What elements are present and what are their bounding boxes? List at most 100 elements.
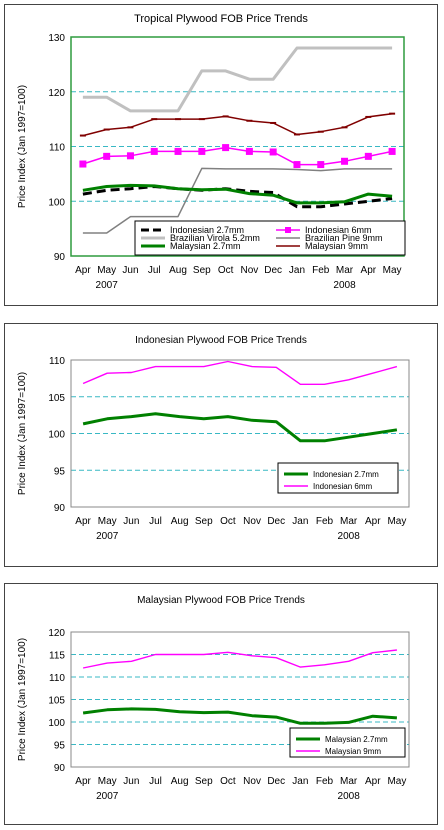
data-point <box>388 147 396 155</box>
tropical-plywood-chart: Tropical Plywood FOB Price Trends 90 100 11… <box>17 13 406 291</box>
year-label: 2007 <box>96 791 119 802</box>
data-point <box>150 147 158 155</box>
x-tick-label: Sep <box>195 776 213 787</box>
x-tick-label: Sep <box>195 516 213 527</box>
y-tick-label: 105 <box>48 696 65 707</box>
x-tick-label: Jan <box>289 265 305 276</box>
year-label: 2008 <box>333 280 356 291</box>
y-tick-label: 100 <box>48 718 65 729</box>
malaysian-plywood-chart-panel: Malaysian Plywood FOB Price Trends 90 95 10… <box>4 583 438 825</box>
x-tick-label: Dec <box>264 265 282 276</box>
data-point <box>269 148 277 156</box>
x-tick-label: May <box>97 265 116 276</box>
y-tick-label: 120 <box>48 628 65 639</box>
y-axis-label: Price Index (Jan 1997=100) <box>17 85 28 208</box>
y-tick-label: 110 <box>49 356 65 367</box>
series-line <box>82 412 398 443</box>
x-tick-label: Apr <box>365 776 381 787</box>
plot-area <box>70 36 405 257</box>
data-point <box>198 147 206 155</box>
legend-label: Malaysian 2.7mm <box>325 735 388 744</box>
plot-area <box>70 631 410 768</box>
x-tick-label: Feb <box>312 265 330 276</box>
y-tick-label: 95 <box>54 741 66 752</box>
x-tick-label: Jan <box>292 776 308 787</box>
y-tick-label: 100 <box>48 197 65 208</box>
y-tick-label: 90 <box>54 763 66 774</box>
x-tick-label: Jun <box>123 516 139 527</box>
y-tick-label: 130 <box>48 33 65 44</box>
indonesian-plywood-chart: Indonesian Plywood FOB Price Trends 90 95 1… <box>17 335 410 542</box>
x-tick-label: Apr <box>75 265 91 276</box>
x-tick-label: May <box>98 776 117 787</box>
series-line <box>82 46 393 113</box>
x-tick-label: Aug <box>171 776 189 787</box>
data-point <box>341 157 349 165</box>
legend-label: Malaysian 9mm <box>305 241 368 251</box>
x-tick-label: Mar <box>336 265 354 276</box>
year-label: 2008 <box>338 531 361 542</box>
legend-marker <box>285 227 291 233</box>
plot-area <box>70 359 410 508</box>
series-line <box>82 707 398 725</box>
y-tick-label: 90 <box>54 252 66 263</box>
x-tick-label: Oct <box>220 776 236 787</box>
chart-title: Tropical Plywood FOB Price Trends <box>134 13 308 25</box>
x-tick-label: Nov <box>243 776 261 787</box>
x-tick-label: Mar <box>340 776 358 787</box>
y-tick-label: 120 <box>48 88 65 99</box>
y-tick-label: 105 <box>48 393 65 404</box>
data-point <box>174 147 182 155</box>
x-tick-label: Oct <box>218 265 234 276</box>
year-label: 2007 <box>96 531 119 542</box>
legend-box <box>277 462 399 494</box>
y-tick-label: 90 <box>54 503 66 514</box>
series-line <box>82 112 393 137</box>
indonesian-plywood-chart-panel: Indonesian Plywood FOB Price Trends 90 95 1… <box>4 323 438 567</box>
legend-label: Malaysian 9mm <box>325 747 381 756</box>
legend-label: Indonesian 2.7mm <box>313 470 379 479</box>
x-tick-label: Jun <box>123 776 139 787</box>
x-tick-label: May <box>387 776 406 787</box>
x-tick-label: Feb <box>316 776 334 787</box>
tropical-plywood-chart-panel: Tropical Plywood FOB Price Trends 90 100 11… <box>4 4 438 306</box>
data-point <box>293 161 301 169</box>
x-tick-label: Sep <box>193 265 211 276</box>
data-point <box>126 152 134 160</box>
x-tick-label: Apr <box>75 516 91 527</box>
legend-label: Malaysian 2.7mm <box>170 241 241 251</box>
y-axis-label: Price Index (Jan 1997=100) <box>17 372 28 495</box>
x-tick-label: Apr <box>361 265 377 276</box>
legend-box <box>289 727 406 758</box>
x-tick-label: Jul <box>149 776 162 787</box>
data-point <box>222 144 230 152</box>
data-point <box>245 147 253 155</box>
series-line <box>82 183 393 205</box>
x-tick-label: Apr <box>75 776 91 787</box>
x-tick-label: May <box>383 265 402 276</box>
data-point <box>317 161 325 169</box>
x-tick-label: Apr <box>365 516 381 527</box>
x-tick-label: Jun <box>122 265 138 276</box>
y-tick-label: 100 <box>48 430 65 441</box>
malaysian-plywood-chart: Malaysian Plywood FOB Price Trends 90 95 10… <box>17 595 410 802</box>
x-tick-label: Aug <box>171 516 189 527</box>
y-tick-label: 110 <box>49 143 65 154</box>
legend-label: Brazilian Pine 9mm <box>305 233 383 243</box>
x-tick-label: Jan <box>292 516 308 527</box>
x-tick-label: Dec <box>267 516 285 527</box>
data-point <box>103 152 111 160</box>
legend-label: Indonesian 6mm <box>305 225 372 235</box>
x-tick-label: Jul <box>149 516 162 527</box>
legend-label: Indonesian 6mm <box>313 482 372 491</box>
y-tick-label: 115 <box>49 651 65 662</box>
year-label: 2008 <box>338 791 361 802</box>
x-tick-label: Feb <box>316 516 334 527</box>
x-tick-label: Oct <box>220 516 236 527</box>
x-tick-label: May <box>387 516 406 527</box>
legend-box <box>134 220 406 256</box>
data-point <box>364 152 372 160</box>
series-line <box>82 185 393 209</box>
x-tick-label: Dec <box>267 776 285 787</box>
chart-title: Malaysian Plywood FOB Price Trends <box>137 595 305 606</box>
